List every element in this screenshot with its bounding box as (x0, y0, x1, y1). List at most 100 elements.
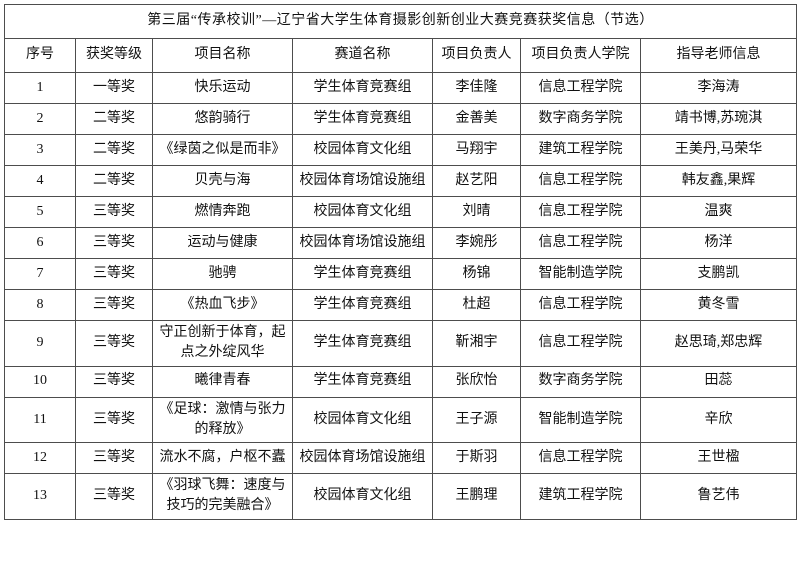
cell-award-level: 三等奖 (75, 396, 153, 444)
cell-project-name: 运动与健康 (152, 227, 293, 259)
cell-leader-college: 信息工程学院 (520, 320, 641, 367)
document-sheet: 第三届“传承校训”—辽宁省大学生体育摄影创新创业大赛竞赛获奖信息（节选） 序号获… (3, 4, 798, 520)
cell-advisors: 李海涛 (639, 72, 798, 104)
cell-track-name: 学生体育竞赛组 (292, 72, 433, 104)
cell-index: 13 (4, 473, 76, 520)
cell-leader: 赵艺阳 (432, 165, 521, 197)
cell-leader-college: 数字商务学院 (520, 103, 641, 135)
cell-award-level: 三等奖 (75, 196, 153, 228)
cell-award-level: 二等奖 (75, 165, 153, 197)
cell-track-name: 校园体育文化组 (292, 473, 433, 520)
cell-index: 1 (4, 72, 76, 104)
cell-index: 12 (4, 442, 76, 475)
cell-index: 11 (4, 396, 76, 444)
cell-leader: 李佳隆 (432, 72, 521, 104)
cell-advisors: 黄冬雪 (639, 289, 798, 321)
cell-project-name: 贝壳与海 (152, 165, 293, 197)
cell-track-name: 学生体育竞赛组 (292, 289, 433, 321)
cell-leader-college: 建筑工程学院 (520, 134, 641, 166)
cell-index: 9 (4, 320, 76, 367)
title-row: 第三届“传承校训”—辽宁省大学生体育摄影创新创业大赛竞赛获奖信息（节选） (3, 4, 798, 39)
column-header-leader-college: 项目负责人学院 (520, 38, 641, 73)
table-row: 13 三等奖 《羽球飞舞：速度与技巧的完美融合》 校园体育文化组 王鹏理 建筑工程学院 鲁艺… (4, 473, 798, 520)
table-row: 7 三等奖 驰骋 学生体育竞赛组 杨锦 智能制造学院 支鹏凯 (4, 258, 798, 290)
cell-track-name: 学生体育竞赛组 (292, 365, 433, 398)
cell-index: 3 (4, 134, 76, 166)
cell-project-name: 《羽球飞舞：速度与技巧的完美融合》 (152, 473, 293, 520)
cell-leader: 马翔宇 (432, 134, 521, 166)
awards-table: 第三届“传承校训”—辽宁省大学生体育摄影创新创业大赛竞赛获奖信息（节选） 序号获… (3, 4, 798, 520)
cell-leader: 于斯羽 (432, 442, 521, 475)
cell-advisors: 鲁艺伟 (639, 473, 798, 520)
cell-award-level: 三等奖 (75, 365, 153, 398)
cell-advisors: 王美丹,马荣华 (639, 134, 798, 166)
cell-index: 5 (4, 196, 76, 228)
cell-track-name: 校园体育文化组 (292, 196, 433, 228)
cell-advisors: 靖书博,苏琬淇 (639, 103, 798, 135)
cell-index: 4 (4, 165, 76, 197)
cell-leader: 李婉彤 (432, 227, 521, 259)
table-row: 5 三等奖 燃情奔跑 校园体育文化组 刘晴 信息工程学院 温爽 (4, 196, 798, 228)
cell-leader: 杨锦 (432, 258, 521, 290)
table-row: 9 三等奖 守正创新于体育，起点之外绽风华 学生体育竞赛组 靳湘宇 信息工程学院 赵思琦,郑… (4, 320, 798, 367)
cell-leader: 张欣怡 (432, 365, 521, 398)
cell-index: 10 (4, 365, 76, 398)
cell-track-name: 校园体育文化组 (292, 134, 433, 166)
cell-award-level: 二等奖 (75, 103, 153, 135)
table-row: 4 二等奖 贝壳与海 校园体育场馆设施组 赵艺阳 信息工程学院 韩友鑫,果辉 (4, 165, 798, 197)
cell-award-level: 三等奖 (75, 473, 153, 520)
table-row: 10 三等奖 曦律青春 学生体育竞赛组 张欣怡 数字商务学院 田蕊 (4, 365, 798, 398)
column-header-award-level: 获奖等级 (75, 38, 153, 73)
cell-award-level: 三等奖 (75, 258, 153, 290)
cell-leader-college: 信息工程学院 (520, 227, 641, 259)
cell-leader-college: 信息工程学院 (520, 196, 641, 228)
cell-advisors: 王世楹 (639, 442, 798, 475)
table-body: 1 一等奖 快乐运动 学生体育竞赛组 李佳隆 信息工程学院 李海涛 2 二等奖 悠韵骑行 学生体育竞… (4, 72, 798, 520)
cell-award-level: 一等奖 (75, 72, 153, 104)
header-row: 序号 获奖等级 项目名称 赛道名称 项目负责人 项目负责人学院 指导老师信息 (4, 38, 798, 73)
cell-project-name: 《足球：激情与张力的释放》 (152, 396, 293, 444)
column-header-advisors: 指导老师信息 (639, 38, 798, 73)
cell-advisors: 温爽 (639, 196, 798, 228)
cell-project-name: 《热血飞步》 (152, 289, 293, 321)
cell-project-name: 燃情奔跑 (152, 196, 293, 228)
cell-advisors: 支鹏凯 (639, 258, 798, 290)
column-header-index: 序号 (4, 38, 76, 73)
cell-project-name: 《绿茵之似是而非》 (152, 134, 293, 166)
cell-leader-college: 建筑工程学院 (520, 473, 641, 520)
cell-project-name: 快乐运动 (152, 72, 293, 104)
cell-index: 8 (4, 289, 76, 321)
cell-index: 6 (4, 227, 76, 259)
cell-track-name: 校园体育场馆设施组 (292, 227, 433, 259)
column-header-leader: 项目负责人 (432, 38, 521, 73)
cell-advisors: 韩友鑫,果辉 (639, 165, 798, 197)
table-row: 12 三等奖 流水不腐，户枢不蠹 校园体育场馆设施组 于斯羽 信息工程学院 王世楹 (4, 442, 798, 475)
column-header-track-name: 赛道名称 (292, 38, 433, 73)
cell-track-name: 学生体育竞赛组 (292, 103, 433, 135)
cell-leader-college: 信息工程学院 (520, 442, 641, 475)
column-header-project-name: 项目名称 (152, 38, 293, 73)
cell-award-level: 二等奖 (75, 134, 153, 166)
cell-leader-college: 数字商务学院 (520, 365, 641, 398)
cell-leader-college: 智能制造学院 (520, 258, 641, 290)
cell-track-name: 学生体育竞赛组 (292, 258, 433, 290)
cell-project-name: 悠韵骑行 (152, 103, 293, 135)
cell-advisors: 辛欣 (639, 396, 798, 444)
cell-advisors: 赵思琦,郑忠辉 (639, 320, 798, 367)
cell-track-name: 学生体育竞赛组 (292, 320, 433, 367)
cell-leader: 王鹏理 (432, 473, 521, 520)
table-row: 11 三等奖 《足球：激情与张力的释放》 校园体育文化组 王子源 智能制造学院 辛欣 (4, 396, 798, 444)
cell-leader-college: 信息工程学院 (520, 165, 641, 197)
cell-leader-college: 智能制造学院 (520, 396, 641, 444)
cell-leader-college: 信息工程学院 (520, 72, 641, 104)
cell-award-level: 三等奖 (75, 227, 153, 259)
cell-leader: 杜超 (432, 289, 521, 321)
table-row: 8 三等奖 《热血飞步》 学生体育竞赛组 杜超 信息工程学院 黄冬雪 (4, 289, 798, 321)
cell-track-name: 校园体育场馆设施组 (292, 442, 433, 475)
cell-leader: 金善美 (432, 103, 521, 135)
cell-leader: 刘晴 (432, 196, 521, 228)
cell-leader-college: 信息工程学院 (520, 289, 641, 321)
table-row: 2 二等奖 悠韵骑行 学生体育竞赛组 金善美 数字商务学院 靖书博,苏琬淇 (4, 103, 798, 135)
cell-leader: 靳湘宇 (432, 320, 521, 367)
cell-award-level: 三等奖 (75, 320, 153, 367)
